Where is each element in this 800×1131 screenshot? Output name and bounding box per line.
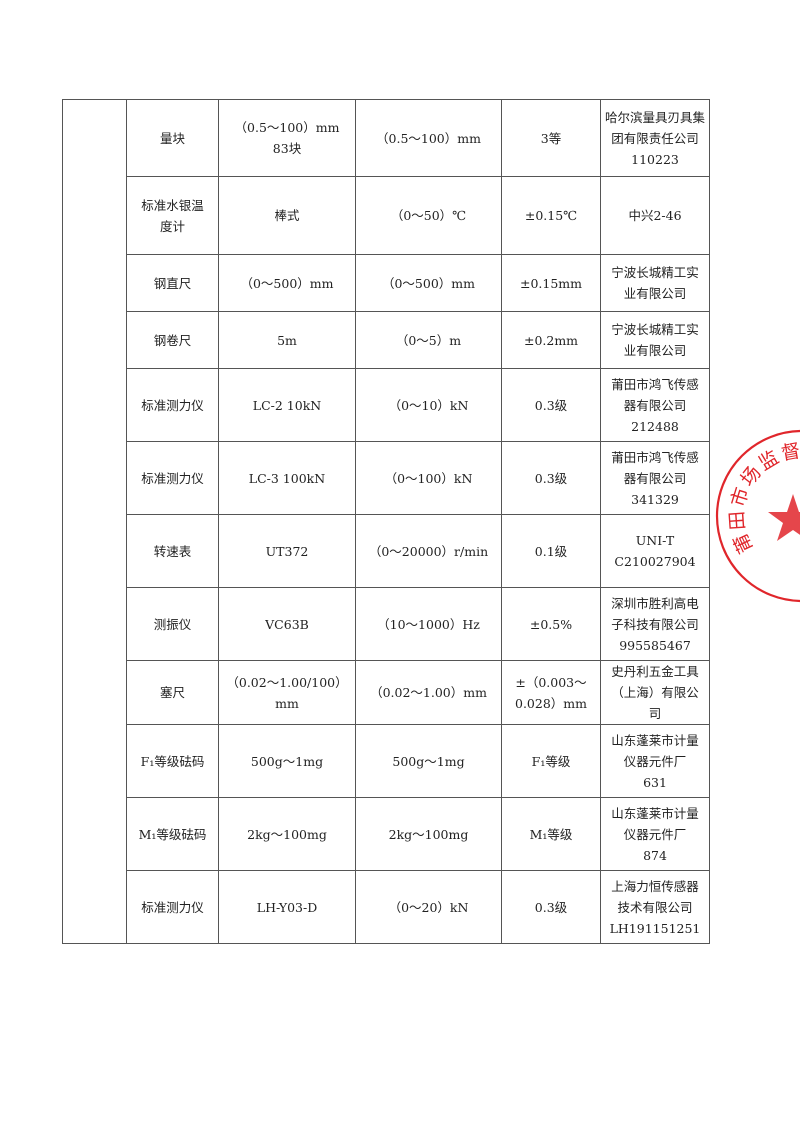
cell-maker: UNI-T C210027904 bbox=[600, 514, 710, 588]
cell-name: M₁等级砝码 bbox=[126, 797, 219, 871]
cell-range: （10～1000）Hz bbox=[355, 587, 502, 661]
cell-spec: 500g～1mg bbox=[218, 724, 356, 798]
cell-maker: 宁波长城精工实 业有限公司 bbox=[600, 311, 710, 369]
table-row: 量块 （0.5～100）mm 83块 （0.5～100）mm 3等 哈尔滨量具刃具集团有… bbox=[62, 99, 710, 944]
cell-range: （0～10）kN bbox=[355, 368, 502, 442]
cell-spec: LC-3 100kN bbox=[218, 441, 356, 515]
cell-name: F₁等级砝码 bbox=[126, 724, 219, 798]
seal-char: 莆 bbox=[730, 530, 758, 557]
cell-accuracy: M₁等级 bbox=[501, 797, 601, 871]
cell-spec: LH-Y03-D bbox=[218, 870, 356, 944]
cell-range: 500g～1mg bbox=[355, 724, 502, 798]
cell-accuracy: F₁等级 bbox=[501, 724, 601, 798]
cell-name: 测振仪 bbox=[126, 587, 219, 661]
cell-accuracy: ±（0.003～ 0.028）mm bbox=[501, 660, 601, 725]
cell-maker: 哈尔滨量具刃具集团有限责任公司 110223 bbox=[600, 99, 710, 177]
cell-name: 塞尺 bbox=[126, 660, 219, 725]
cell-name: 标准测力仪 bbox=[126, 441, 219, 515]
cell-accuracy: ±0.2mm bbox=[501, 311, 601, 369]
equipment-table: 量块 （0.5～100）mm 83块 （0.5～100）mm 3等 哈尔滨量具刃具集团有… bbox=[62, 99, 710, 944]
cell-range: （0～50）℃ bbox=[355, 176, 502, 255]
cell-maker: 莆田市鸿飞传感 器有限公司 212488 bbox=[600, 368, 710, 442]
cell-range: 2kg～100mg bbox=[355, 797, 502, 871]
cell-name: 钢卷尺 bbox=[126, 311, 219, 369]
cell-range: （0～100）kN bbox=[355, 441, 502, 515]
cell-spec: 棒式 bbox=[218, 176, 356, 255]
cell-range: （0.02～1.00）mm bbox=[355, 660, 502, 725]
cell-range: （0～20000）r/min bbox=[355, 514, 502, 588]
cell-name: 标准水银温 度计 bbox=[126, 176, 219, 255]
cell-name: 标准测力仪 bbox=[126, 368, 219, 442]
cell-accuracy: ±0.5% bbox=[501, 587, 601, 661]
star-icon bbox=[768, 494, 800, 541]
cell-spec: （0.02～1.00/100） mm bbox=[218, 660, 356, 725]
table-row: 测振仪 VC63B （10～1000）Hz ±0.5% 深圳市胜利高电 子科技有限公司 … bbox=[63, 587, 710, 661]
seal-char: 督 bbox=[780, 440, 800, 465]
cell-maker: 史丹利五金工具 （上海）有限公 司 bbox=[600, 660, 710, 725]
cell-range: （0.5～100）mm bbox=[355, 99, 502, 177]
cell-name: 量块 bbox=[126, 99, 219, 177]
official-seal: 莆田市场监督管 bbox=[715, 429, 800, 603]
cell-spec: UT372 bbox=[218, 514, 356, 588]
cell-spec: （0～500）mm bbox=[218, 254, 356, 312]
cell-maker: 山东蓬莱市计量 仪器元件厂 631 bbox=[600, 724, 710, 798]
blank-category-cell bbox=[62, 99, 127, 944]
table-row: 标准测力仪 LC-3 100kN （0～100）kN 0.3级 莆田市鸿飞传感 器有限公… bbox=[63, 441, 710, 515]
seal-char: 监 bbox=[755, 446, 783, 475]
seal-char: 市 bbox=[727, 485, 754, 510]
cell-name: 转速表 bbox=[126, 514, 219, 588]
table-row: M₁等级砝码 2kg～100mg 2kg～100mg M₁等级 山东蓬莱市计量 仪器元件… bbox=[63, 797, 710, 871]
table-row: 标准测力仪 LH-Y03-D （0～20）kN 0.3级 上海力恒传感器 技术有限公司 … bbox=[63, 870, 710, 944]
table-row: F₁等级砝码 500g～1mg 500g～1mg F₁等级 山东蓬莱市计量 仪器元件厂 … bbox=[63, 724, 710, 798]
cell-maker: 上海力恒传感器 技术有限公司 LH191151251 bbox=[600, 870, 710, 944]
cell-accuracy: 3等 bbox=[501, 99, 601, 177]
cell-spec: VC63B bbox=[218, 587, 356, 661]
table-row: 钢直尺 （0～500）mm （0～500）mm ±0.15mm 宁波长城精工实 业有限公… bbox=[63, 254, 710, 312]
cell-name: 钢直尺 bbox=[126, 254, 219, 312]
table-row: 标准水银温 度计 棒式 （0～50）℃ ±0.15℃ 中兴2-46 bbox=[63, 176, 710, 255]
cell-spec: 5m bbox=[218, 311, 356, 369]
table-row: 转速表 UT372 （0～20000）r/min 0.1级 UNI-T C2100279… bbox=[63, 514, 710, 588]
cell-maker: 深圳市胜利高电 子科技有限公司 995585467 bbox=[600, 587, 710, 661]
cell-spec: LC-2 10kN bbox=[218, 368, 356, 442]
table-row: 塞尺 （0.02～1.00/100） mm （0.02～1.00）mm ±（0.003… bbox=[63, 660, 710, 725]
cell-accuracy: ±0.15℃ bbox=[501, 176, 601, 255]
cell-accuracy: 0.3级 bbox=[501, 870, 601, 944]
cell-range: （0～20）kN bbox=[355, 870, 502, 944]
table-row: 钢卷尺 5m （0～5）m ±0.2mm 宁波长城精工实 业有限公司 bbox=[63, 311, 710, 369]
seal-char: 田 bbox=[726, 510, 749, 531]
cell-maker: 中兴2-46 bbox=[600, 176, 710, 255]
cell-accuracy: 0.3级 bbox=[501, 441, 601, 515]
cell-name: 标准测力仪 bbox=[126, 870, 219, 944]
seal-char: 场 bbox=[737, 462, 766, 491]
cell-spec: 2kg～100mg bbox=[218, 797, 356, 871]
cell-accuracy: ±0.15mm bbox=[501, 254, 601, 312]
cell-accuracy: 0.1级 bbox=[501, 514, 601, 588]
cell-spec: （0.5～100）mm 83块 bbox=[218, 99, 356, 177]
cell-accuracy: 0.3级 bbox=[501, 368, 601, 442]
table-row: 标准测力仪 LC-2 10kN （0～10）kN 0.3级 莆田市鸿飞传感 器有限公司 … bbox=[63, 368, 710, 442]
cell-range: （0～5）m bbox=[355, 311, 502, 369]
cell-maker: 山东蓬莱市计量 仪器元件厂 874 bbox=[600, 797, 710, 871]
cell-maker: 莆田市鸿飞传感 器有限公司 341329 bbox=[600, 441, 710, 515]
cell-maker: 宁波长城精工实 业有限公司 bbox=[600, 254, 710, 312]
cell-range: （0～500）mm bbox=[355, 254, 502, 312]
